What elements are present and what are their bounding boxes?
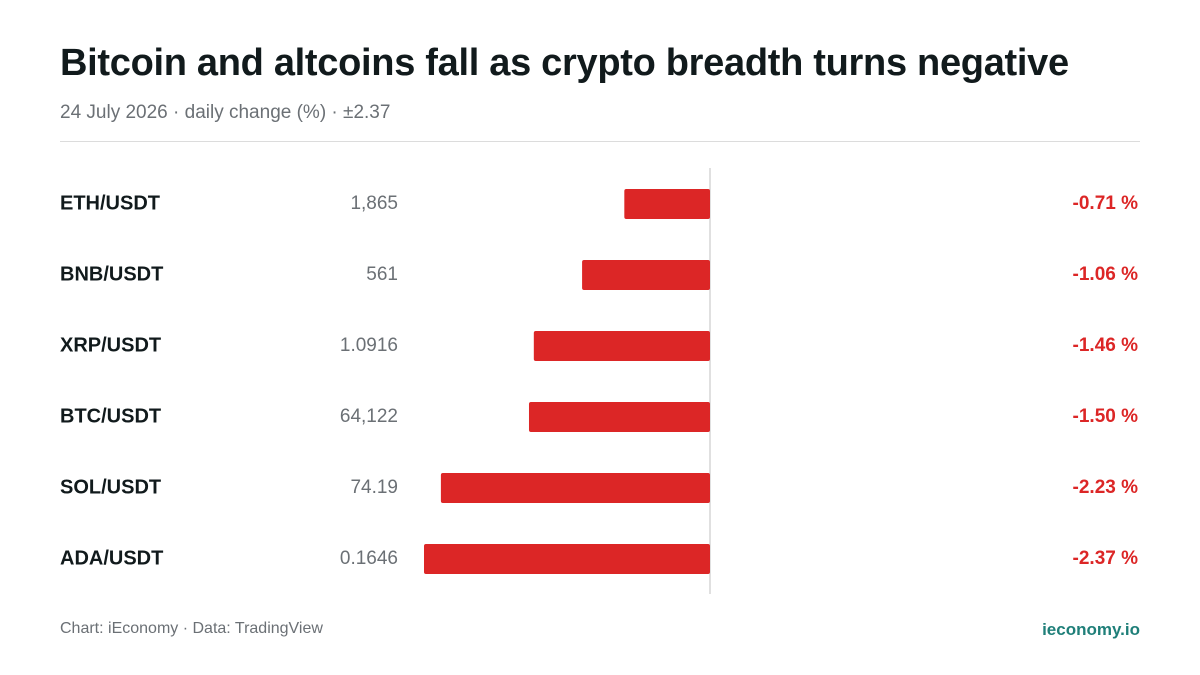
change-bar xyxy=(533,331,710,361)
change-value-label: -1.46 % xyxy=(1073,335,1139,356)
pair-label: BNB/USDT xyxy=(60,263,163,285)
chart-title: Bitcoin and altcoins fall as crypto brea… xyxy=(60,42,1069,84)
pair-label: SOL/USDT xyxy=(60,476,161,498)
price-label: 64,122 xyxy=(340,406,398,427)
price-label: 1,865 xyxy=(350,193,398,214)
brand-link[interactable]: ieconomy.io xyxy=(1042,620,1140,639)
pair-label: ADA/USDT xyxy=(60,547,163,569)
change-bar xyxy=(624,189,710,219)
change-value-label: -2.37 % xyxy=(1073,548,1139,569)
change-bar xyxy=(582,260,710,290)
price-label: 0.1646 xyxy=(340,548,398,569)
change-value-label: -2.23 % xyxy=(1073,477,1139,498)
change-value-label: -0.71 % xyxy=(1073,193,1139,214)
change-value-label: -1.06 % xyxy=(1073,264,1139,285)
pair-label: ETH/USDT xyxy=(60,192,160,214)
change-bar xyxy=(440,473,710,503)
footer-credit: Chart: iEconomy · Data: TradingView xyxy=(60,620,323,637)
change-bar xyxy=(424,544,710,574)
pair-label: BTC/USDT xyxy=(60,405,161,427)
chart-subtitle: 24 July 2026 · daily change (%) · ±2.37 xyxy=(60,102,391,123)
change-bar xyxy=(528,402,710,432)
price-label: 74.19 xyxy=(350,477,398,498)
price-label: 1.0916 xyxy=(340,335,398,356)
change-value-label: -1.50 % xyxy=(1073,406,1139,427)
price-label: 561 xyxy=(366,264,398,285)
chart-rows: ETH/USDT 1,865 -0.71 % BNB/USDT 561 -1.06 % XR… xyxy=(60,189,1138,574)
header-divider xyxy=(60,141,1140,142)
pair-label: XRP/USDT xyxy=(60,334,161,356)
